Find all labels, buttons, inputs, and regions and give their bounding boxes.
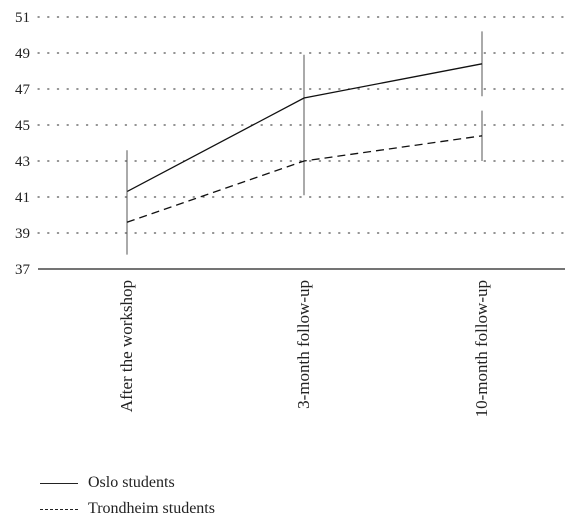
x-tick-label-0: After the workshop [117,280,136,412]
legend-item-trondheim: Trondheim students [40,500,215,518]
y-tick-label-49: 49 [15,46,30,62]
legend-swatch-solid [40,482,78,484]
y-tick-label-45: 45 [15,118,30,134]
y-tick-label-51: 51 [15,10,30,26]
x-tick-label-2: 10-month follow-up [472,280,491,417]
legend-item-oslo: Oslo students [40,474,175,492]
x-tick-label-1: 3-month follow-up [294,280,313,409]
series-lines [126,31,483,255]
legend-swatch-dashed [40,508,78,510]
legend-label-oslo: Oslo students [88,474,175,491]
y-tick-label-43: 43 [15,154,30,170]
y-tick-label-41: 41 [15,190,30,206]
y-tick-label-39: 39 [15,226,30,242]
legend-label-trondheim: Trondheim students [88,500,215,517]
axis-labels: 37 39 41 43 45 47 49 51 After the workshop 3-mont… [15,10,491,417]
y-tick-label-37: 37 [15,262,31,278]
gridlines [37,16,566,234]
y-tick-label-47: 47 [15,82,31,98]
